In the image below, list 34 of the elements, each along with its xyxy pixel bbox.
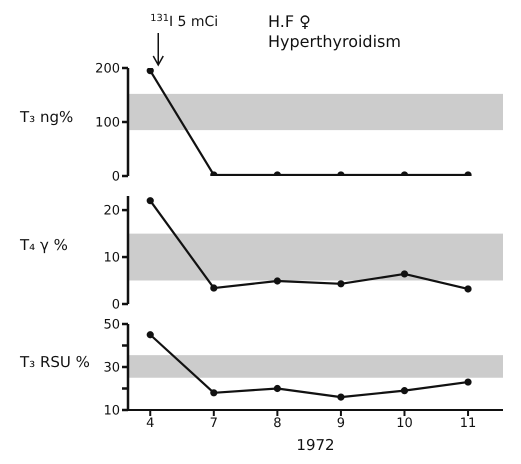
- point: [337, 394, 345, 401]
- y-axis-title: T₃ ng%: [19, 108, 74, 126]
- point: [400, 270, 408, 278]
- x-axis-title: 1972: [296, 436, 335, 454]
- y-tick-label: 200: [95, 62, 120, 77]
- chart-subtitle: Hyperthyroidism: [268, 32, 401, 51]
- point: [146, 331, 154, 338]
- y-axis-title: T₄ γ %: [19, 236, 68, 254]
- y-tick-label: 10: [103, 250, 120, 266]
- y-tick-label: 100: [95, 116, 120, 131]
- annotation: $^{131}$I 5 mCi: [150, 12, 218, 30]
- point: [274, 277, 281, 285]
- point: [274, 384, 281, 392]
- x-tick-label: 8: [273, 416, 282, 432]
- y-tick-label: 20: [103, 204, 120, 219]
- x-tick-label: 9: [336, 416, 346, 432]
- y-axis-title: T₃ RSU %: [19, 353, 90, 371]
- y-tick-label: 30: [103, 360, 120, 376]
- point: [400, 387, 408, 394]
- point: [464, 378, 472, 386]
- x-tick-label: 11: [460, 416, 476, 432]
- x-tick-label: 7: [210, 416, 218, 432]
- point: [146, 197, 154, 204]
- y-tick-label: 0: [112, 170, 120, 185]
- chart-title: H.F ♀: [268, 12, 311, 31]
- point: [210, 389, 218, 396]
- point: [337, 280, 345, 288]
- point: [210, 284, 218, 292]
- y-tick-label: 50: [103, 318, 120, 333]
- y-tick-label: 10: [103, 404, 120, 419]
- x-tick-label: 10: [396, 416, 413, 432]
- x-tick-label: 4: [146, 416, 154, 432]
- point: [464, 285, 472, 293]
- y-tick-label: 0: [112, 298, 120, 313]
